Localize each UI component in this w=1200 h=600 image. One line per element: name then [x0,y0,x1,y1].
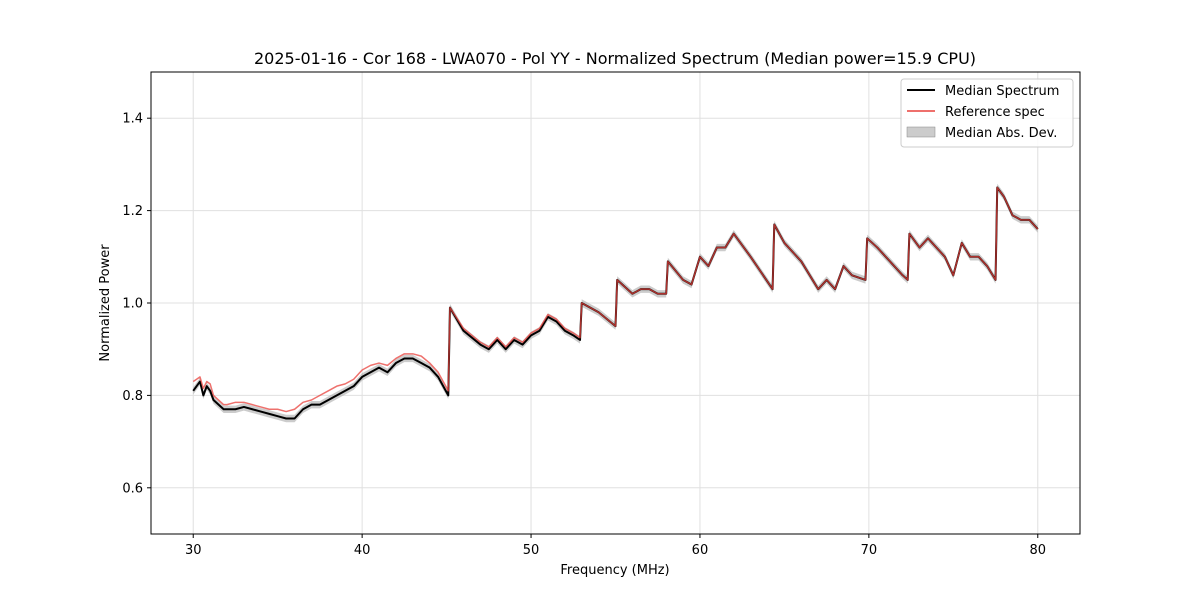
y-axis-title: Normalized Power [98,244,113,362]
x-tick-label: 30 [185,543,202,558]
y-tick-label: 1.0 [122,297,143,312]
x-tick-label: 70 [861,543,878,558]
y-tick-label: 1.4 [122,112,143,127]
y-tick-label: 1.2 [122,204,143,219]
series-layer [192,186,1039,420]
y-tick-label: 0.8 [122,389,143,404]
y-axis-ticks: 0.6 0.8 1.0 1.2 1.4 [122,112,151,496]
reference-spectrum-line [192,186,1039,413]
legend-mad-label: Median Abs. Dev. [945,126,1057,141]
y-tick-label: 0.6 [122,481,143,496]
x-tick-label: 60 [692,543,709,558]
legend-median-label: Median Spectrum [945,84,1059,99]
x-axis-ticks: 30 40 50 60 70 80 [185,534,1046,558]
legend-box [900,78,1074,148]
x-tick-label: 50 [523,543,540,558]
legend-mad-swatch [906,126,936,138]
x-tick-label: 80 [1029,543,1046,558]
chart-title: 2025-01-16 - Cor 168 - LWA070 - Pol YY -… [254,49,976,68]
x-tick-label: 40 [354,543,371,558]
legend: Median Spectrum Reference spec Median Ab… [900,78,1074,148]
legend-reference-label: Reference spec [945,105,1045,120]
x-axis-title: Frequency (MHz) [560,563,669,578]
